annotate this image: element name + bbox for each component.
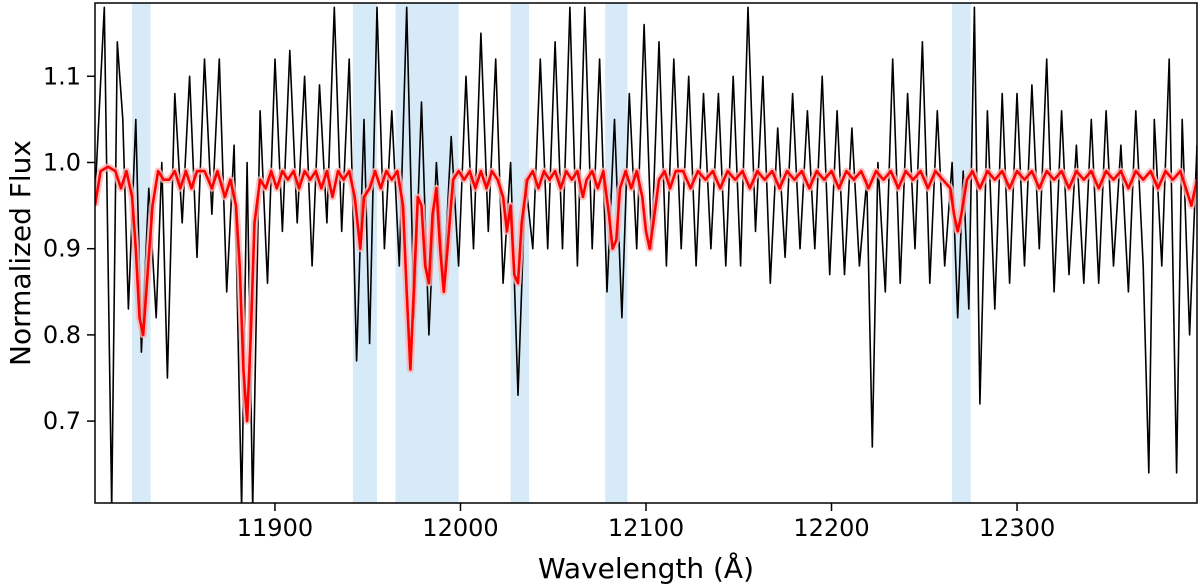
x-tick-label: 12300	[979, 514, 1055, 542]
x-axis-label: Wavelength (Å)	[538, 551, 754, 585]
y-tick-label: 1.0	[43, 148, 81, 176]
highlight-band-1	[352, 3, 377, 503]
y-axis-label: Normalized Flux	[4, 140, 37, 366]
y-tick-label: 1.1	[43, 62, 81, 90]
x-axis-ticks: 11900 12000 12100 12200 12300	[237, 503, 1055, 542]
y-tick-label: 0.8	[43, 321, 81, 349]
model-spectrum-line	[95, 165, 1197, 423]
series-layer	[95, 6, 1197, 503]
x-tick-label: 11900	[237, 514, 313, 542]
x-tick-label: 12200	[793, 514, 869, 542]
y-tick-label: 0.7	[43, 407, 81, 435]
x-tick-label: 12100	[608, 514, 684, 542]
x-tick-label: 12000	[422, 514, 498, 542]
y-tick-label: 0.9	[43, 235, 81, 263]
highlight-band-5	[952, 3, 971, 503]
y-axis-ticks: 0.7 0.8 0.9 1.0 1.1	[43, 62, 95, 435]
highlight-band-4	[605, 3, 628, 503]
